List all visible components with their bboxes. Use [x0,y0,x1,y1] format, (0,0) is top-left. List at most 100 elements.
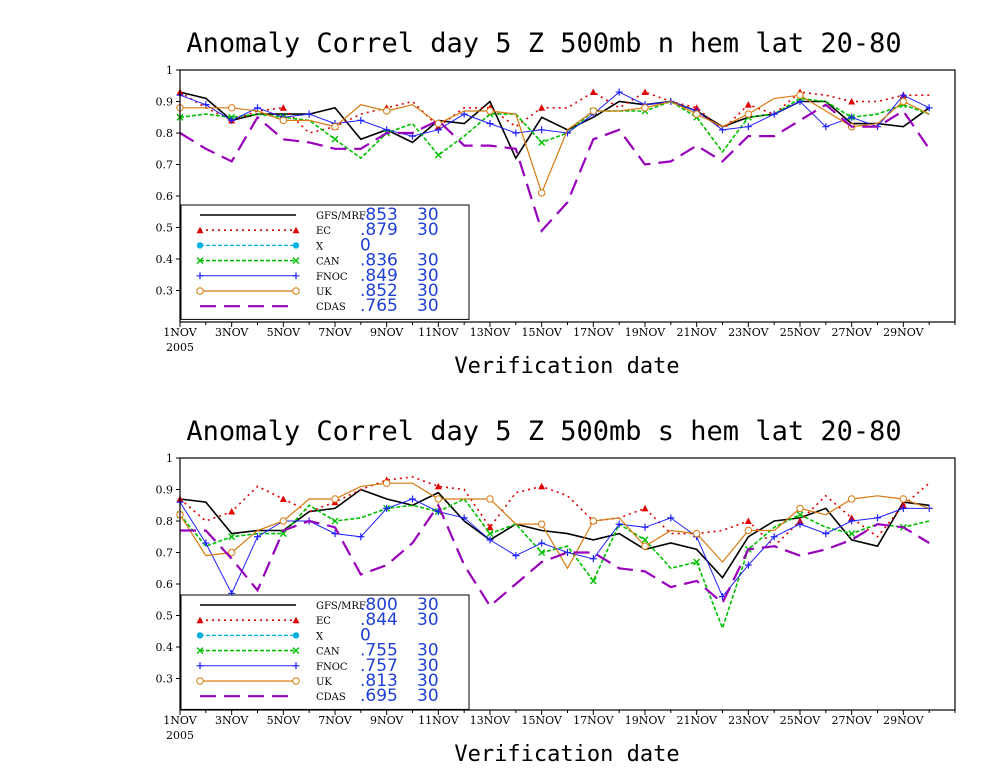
chart2-legend-marker-fnoc [196,662,204,670]
chart2-legend-score-x: 0 [360,625,371,645]
chart2-point-can [693,558,701,566]
chart2-point-fnoc [874,514,881,522]
chart1-point-fnoc [512,129,520,137]
chart2-point-uk [382,479,391,487]
chart1-legend-marker-fnoc [292,272,300,280]
chart2-xtick-label: 9NOV [370,714,404,727]
chart1-line-uk [180,94,930,195]
chart2-point-fnoc [409,495,416,503]
chart1-ytick-label: 0.7 [156,159,174,172]
chart1-line-ec [179,91,930,134]
chart2-line-uk [179,482,930,570]
chart1-point-can [331,135,339,143]
chart1-xtick-label: 21NOV [676,326,717,339]
chart1-series [176,88,933,233]
chart1-point-ec [538,104,546,111]
chart2-point-fnoc [512,552,520,560]
chart1-legend-marker-x [292,242,300,249]
chart2-ytick-label: 0.4 [156,641,174,654]
chart2-legend-name-ec: EC [316,616,331,627]
chart2-point-uk [434,495,443,503]
chart1-xtick-label: 9NOV [370,326,404,339]
chart2-point-fnoc [744,561,752,569]
chart1-xtick-label: 7NOV [318,326,352,339]
chart1-xtick-label: 23NOV [728,326,769,339]
chart2-ytick-label: 0.5 [156,610,174,623]
chart1-point-fnoc [770,110,778,118]
chart2-xtick-label: 1NOV [163,714,197,727]
chart2-legend-name-fnoc: FNOC [316,662,348,673]
chart2-xtick-label: 7NOV [318,714,352,727]
chart2-ytick-label: 1 [166,452,173,465]
chart1-legend-marker-ec [196,226,204,234]
chart2-point-uk [744,526,753,535]
chart2-point-can [486,530,494,538]
chart2-xtick-label: 27NOV [831,714,872,727]
chart1-xtick-label: 15NOV [521,326,562,339]
chart1-line-gfs-mrf [179,91,930,160]
chart1-line-can [179,97,930,160]
chart2-xtick-label: 23NOV [728,714,769,727]
chart1-point-uk [744,110,753,118]
chart1-point-fnoc [305,110,313,118]
chart2-legend-marker-ec [292,616,300,624]
chart2-line-cdas [180,503,930,608]
chart2-legend-count-fnoc: 30 [417,656,439,676]
chart1-ytick-label: 0.6 [156,190,174,203]
chart1-point-fnoc [202,101,210,109]
chart2-point-uk [537,520,546,528]
chart2-xtick-label: 17NOV [573,714,614,727]
chart2-ytick-label: 0.9 [156,484,174,497]
chart1-title: Anomaly Correl day 5 Z 500mb n hem lat 2… [186,28,901,59]
chart2-legend-marker-uk [292,677,300,685]
chart2-legend: GFS/MRF.800 30 EC .844 30 X 0 CAN .755 30 FNOC .757… [180,594,470,710]
chart2-point-fnoc [202,539,210,547]
chart2-point-uk [227,548,236,557]
chart2-xtick-label: 5NOV [267,714,301,727]
chart2-legend-name-uk: UK [316,677,332,688]
chart2-point-uk [641,542,649,550]
chart2-point-uk [486,495,494,503]
chart1-legend-marker-can [292,257,300,265]
chart2-year-label: 2005 [166,729,194,742]
chart2-legend-count-uk: 30 [417,671,439,691]
chart1-point-fnoc [228,116,236,124]
chart1-legend-score-cdas: .765 [360,296,398,316]
chart1-point-ec [279,104,287,111]
chart2-point-can [538,549,546,556]
chart1-point-ec [848,98,856,105]
chart2-point-fnoc [538,539,546,547]
chart2-legend-score-cdas: .695 [360,686,398,706]
chart1-ytick-label: 1 [166,64,173,77]
chart1-point-uk [796,91,804,99]
chart1-line-fnoc [179,91,930,137]
chart1-legend-marker-x [196,242,204,249]
chart2-point-uk [692,529,701,538]
chart2-point-fnoc [383,504,391,512]
chart2-point-fnoc [460,514,468,522]
chart2-legend-score-ec: .844 [360,610,398,630]
chart1-legend-score-uk: .852 [360,281,398,301]
chart2-legend-marker-fnoc [292,662,300,670]
chart1-year-label: 2005 [166,341,194,354]
chart2-legend-marker-uk [196,677,204,685]
chart2-point-can [848,530,856,538]
chart2-point-uk [279,517,288,525]
chart2-line-fnoc [179,498,930,598]
chart1-point-fnoc [848,113,856,121]
chart1-legend-count-ec: 30 [417,220,439,240]
chart2-legend-score-uk: .813 [360,671,398,691]
chart1-ytick-label: 0.9 [156,96,174,109]
chart2-point-fnoc [667,514,675,522]
chart1-point-can [538,138,546,146]
chart1-point-fnoc [822,123,830,131]
chart2-point-fnoc [822,530,830,538]
chart1-point-fnoc [925,104,933,112]
chart2-legend-count-gfs-mrf: 30 [417,595,439,615]
chart1-point-fnoc [538,126,546,134]
chart1-legend-marker-uk [196,287,204,295]
chart2-line-can [179,497,930,631]
chart2-point-fnoc [486,536,494,544]
chart2-legend-count-can: 30 [417,641,439,661]
chart1-xtick-label: 25NOV [780,326,821,339]
